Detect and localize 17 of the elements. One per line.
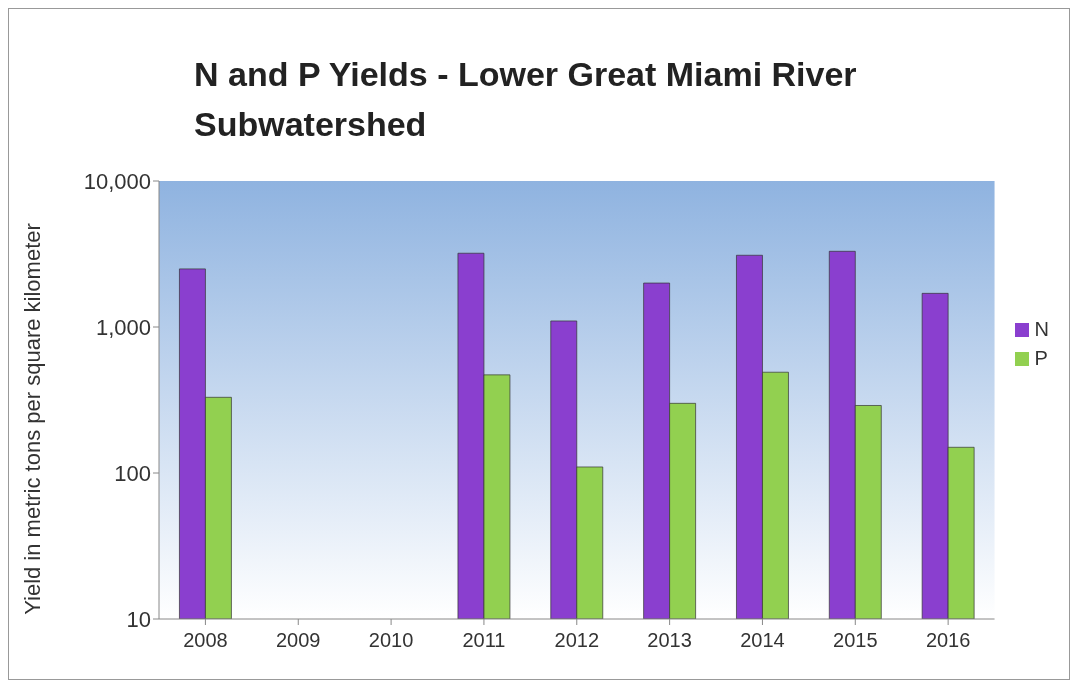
text: N [1034, 318, 1049, 341]
x-tick-label: 2014 [740, 629, 785, 652]
y-tick-label: 10,000 [83, 168, 151, 194]
x-tick-label: 2013 [647, 629, 692, 652]
y-tick-label: 100 [114, 460, 151, 486]
x-tick-label: 2010 [368, 629, 414, 652]
x-tick-label: 2012 [554, 629, 600, 652]
x-tick-label: 2016 [925, 629, 971, 652]
y-axis-title: Yield in metric tons per square kilometer [20, 223, 46, 615]
legend-label: P [1034, 347, 1048, 370]
x-tick-label: 2009 [276, 629, 321, 652]
x-tick-label: 2015 [833, 629, 878, 652]
y-tick-label: 1,000 [95, 314, 151, 340]
y-tick-label: 10 [126, 606, 151, 632]
chart-title: N and P Yields - Lower Great Miami River Subwatershed [194, 54, 858, 145]
x-tick-label: 2008 [183, 629, 228, 652]
x-tick-label: 2011 [462, 629, 506, 652]
